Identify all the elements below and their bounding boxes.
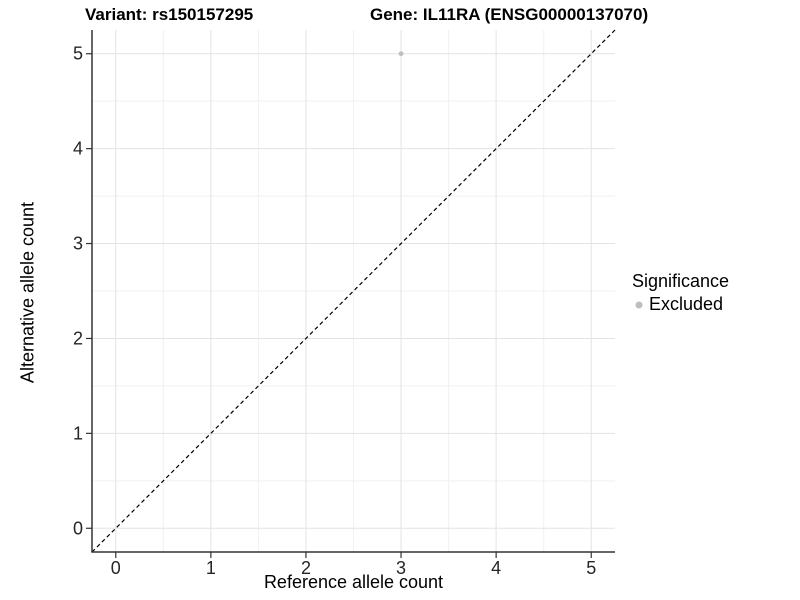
- legend-item-label: Excluded: [649, 294, 724, 314]
- x-tick-label: 1: [206, 558, 216, 578]
- y-tick-label: 5: [73, 44, 83, 64]
- legend-item-excluded: Excluded: [632, 294, 729, 315]
- legend-title: Significance: [632, 271, 730, 291]
- x-tick-label: 4: [491, 558, 501, 578]
- y-tick-label: 1: [73, 423, 83, 443]
- excluded-point-icon: [635, 301, 643, 308]
- y-tick-label: 3: [73, 234, 83, 254]
- y-tick-label: 4: [73, 139, 83, 159]
- data-point: [398, 51, 404, 57]
- x-tick-label: 2: [301, 558, 311, 578]
- y-tick-label: 2: [73, 328, 83, 348]
- x-tick-label: 3: [396, 558, 406, 578]
- plot-title-gene: Gene: IL11RA (ENSG00000137070): [370, 5, 649, 24]
- x-tick-label: 0: [111, 558, 121, 578]
- x-axis-title: Reference allele count: [263, 572, 444, 592]
- legend-key: [632, 298, 646, 312]
- y-axis-title: Alternative allele count: [17, 201, 38, 384]
- x-tick-label: 5: [586, 558, 596, 578]
- legend: Significance Excluded: [632, 271, 729, 315]
- y-tick-label: 0: [73, 518, 83, 538]
- plot-title-variant: Variant: rs150157295: [85, 5, 254, 24]
